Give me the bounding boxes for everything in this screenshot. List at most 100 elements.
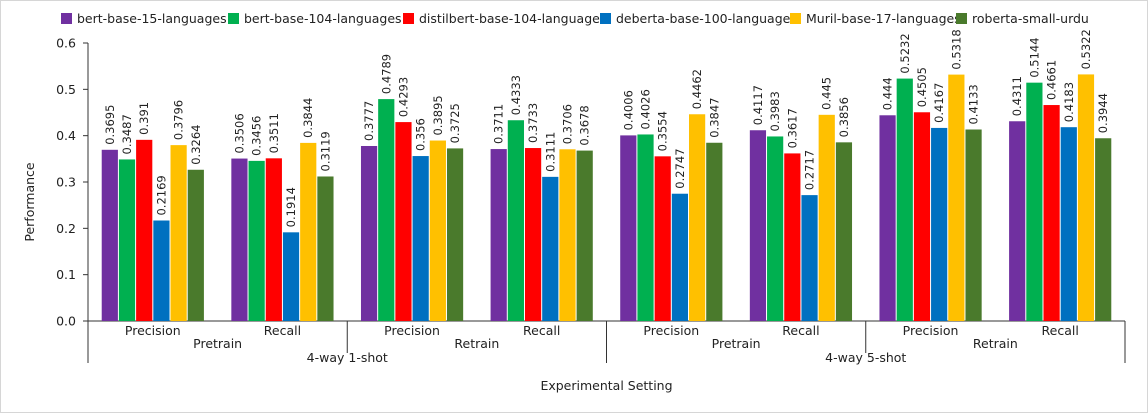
bar-3-1 <box>282 232 300 321</box>
bar-value-label-5-1: 0.3119 <box>318 131 332 171</box>
bar-5-5 <box>835 142 853 321</box>
bar-1-0 <box>118 159 136 321</box>
bar-1-7 <box>1026 82 1043 321</box>
bar-value-label-0-1: 0.3506 <box>232 113 246 153</box>
bar-value-label-2-7: 0.4661 <box>1045 60 1059 100</box>
x-axis-title: Experimental Setting <box>540 378 672 393</box>
bar-5-0 <box>187 169 204 321</box>
bar-5-3 <box>576 150 593 321</box>
bar-4-5 <box>818 114 835 321</box>
bar-value-label-0-4: 0.4006 <box>621 90 635 130</box>
bar-value-label-2-3: 0.3733 <box>526 103 540 143</box>
bar-4-3 <box>559 149 576 321</box>
bar-1-3 <box>507 120 524 321</box>
bar-value-label-0-2: 0.3777 <box>362 101 376 141</box>
bar-value-label-3-6: 0.4167 <box>932 83 946 123</box>
bar-value-label-3-0: 0.2169 <box>154 175 168 215</box>
bar-value-label-3-3: 0.3111 <box>543 132 557 172</box>
bar-value-label-3-4: 0.2747 <box>673 148 687 188</box>
bar-0-7 <box>1009 121 1026 321</box>
bar-value-label-4-0: 0.3796 <box>172 100 186 140</box>
bar-4-1 <box>300 142 317 321</box>
bar-value-label-4-4: 0.4462 <box>690 69 704 109</box>
bar-value-label-4-3: 0.3706 <box>560 104 574 144</box>
x-category-label-5: Recall <box>782 323 819 338</box>
bar-value-label-4-5: 0.445 <box>820 77 834 110</box>
bar-2-4 <box>654 156 671 321</box>
bar-3-5 <box>801 195 818 321</box>
legend-label-0: bert-base-15-languages <box>77 11 227 26</box>
bar-0-0 <box>101 149 118 321</box>
bar-2-1 <box>265 158 282 321</box>
y-tick-label-3: 0.3 <box>56 175 76 190</box>
bar-value-label-5-5: 0.3856 <box>837 97 851 137</box>
bar-4-6 <box>948 74 965 321</box>
bar-value-label-5-2: 0.3725 <box>448 103 462 143</box>
bar-value-label-1-1: 0.3456 <box>250 116 264 156</box>
bar-5-1 <box>317 176 334 321</box>
legend-label-4: Muril-base-17-languages <box>806 11 961 26</box>
x-category-label-7: Recall <box>1042 323 1079 338</box>
bar-value-label-0-5: 0.4117 <box>751 85 765 125</box>
y-tick-label-1: 0.1 <box>56 267 76 282</box>
bar-2-0 <box>136 139 153 321</box>
legend-swatch-4 <box>790 13 801 24</box>
bar-5-7 <box>1095 138 1112 321</box>
bar-5-6 <box>965 129 982 321</box>
bar-value-label-2-0: 0.391 <box>137 102 151 135</box>
y-tick-label-0: 0.0 <box>56 314 76 329</box>
bar-value-label-0-3: 0.3711 <box>492 104 506 144</box>
x-category-label-6: Precision <box>903 323 959 338</box>
x-category-label-0: Precision <box>125 323 181 338</box>
bar-2-2 <box>395 122 412 321</box>
bar-3-7 <box>1060 127 1077 321</box>
bar-5-2 <box>446 148 464 321</box>
x-mode-label-3: Retrain <box>973 336 1018 351</box>
x-mode-label-0: Pretrain <box>193 336 242 351</box>
bar-value-label-0-6: 0.444 <box>881 77 895 110</box>
legend-label-5: roberta-small-urdu <box>972 11 1089 26</box>
bar-value-label-1-0: 0.3487 <box>120 114 134 154</box>
legend-swatch-5 <box>956 13 967 24</box>
bar-0-2 <box>360 145 378 321</box>
bar-value-label-2-4: 0.3554 <box>656 111 670 151</box>
bar-1-2 <box>378 99 395 321</box>
x-category-label-3: Recall <box>523 323 560 338</box>
legend-label-1: bert-base-104-languages <box>244 11 402 26</box>
bar-value-label-2-5: 0.3617 <box>785 108 799 148</box>
bar-value-label-3-7: 0.4183 <box>1062 82 1076 122</box>
bar-2-3 <box>524 148 542 321</box>
bar-value-label-3-2: 0.356 <box>414 118 428 151</box>
bar-0-6 <box>879 115 896 321</box>
bar-value-label-2-1: 0.3511 <box>267 113 281 153</box>
bar-value-label-5-6: 0.4133 <box>967 84 981 124</box>
x-mode-label-1: Retrain <box>454 336 499 351</box>
legend-label-2: distilbert-base-104-languages <box>419 11 606 26</box>
bar-value-label-2-6: 0.4505 <box>915 67 929 107</box>
bar-value-label-4-1: 0.3844 <box>301 98 315 138</box>
bar-1-5 <box>767 136 784 321</box>
bar-value-label-1-5: 0.3983 <box>768 91 782 131</box>
bar-value-label-4-2: 0.3895 <box>431 95 445 135</box>
bar-value-label-1-6: 0.5232 <box>898 33 912 73</box>
x-setting-label-0: 4-way 1-shot <box>307 350 388 365</box>
legend-swatch-3 <box>600 13 611 24</box>
bar-value-label-1-2: 0.4789 <box>379 54 393 94</box>
bar-2-6 <box>913 112 931 321</box>
bar-value-label-3-5: 0.2717 <box>803 150 817 190</box>
bar-value-label-5-4: 0.3847 <box>707 98 721 138</box>
bar-value-label-5-0: 0.3264 <box>189 125 203 165</box>
y-tick-label-5: 0.5 <box>56 82 76 97</box>
bar-value-label-0-7: 0.4311 <box>1010 76 1024 116</box>
bar-4-7 <box>1077 74 1095 321</box>
bar-3-2 <box>412 156 429 321</box>
bar-1-4 <box>637 134 654 321</box>
y-axis-title: Performance <box>22 162 37 242</box>
bar-1-6 <box>896 78 913 321</box>
x-category-label-4: Precision <box>643 323 699 338</box>
bar-1-1 <box>248 160 265 321</box>
x-category-label-1: Recall <box>264 323 301 338</box>
bar-2-7 <box>1043 105 1060 321</box>
x-category-label-2: Precision <box>384 323 440 338</box>
